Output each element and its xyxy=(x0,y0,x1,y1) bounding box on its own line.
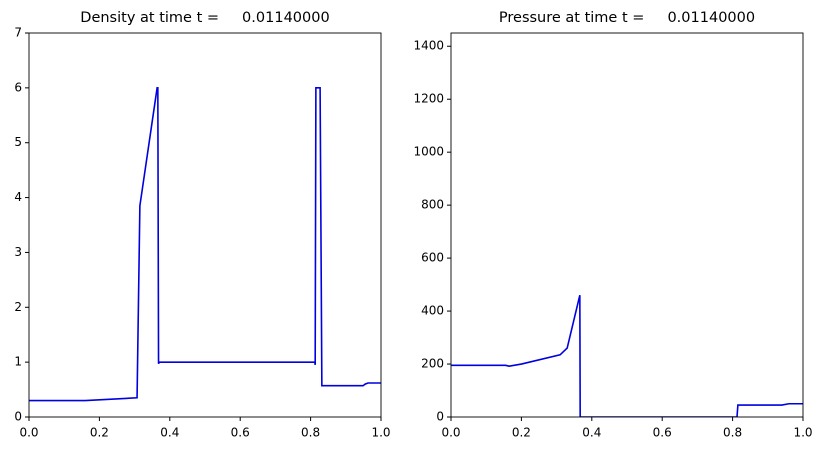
y-tick-label: 600 xyxy=(421,251,444,265)
x-tick-label: 0.0 xyxy=(441,426,460,440)
x-tick-label: 1.0 xyxy=(793,426,812,440)
y-tick-label: 0 xyxy=(436,410,444,424)
axes-frame xyxy=(28,32,382,418)
x-tick-label: 0.8 xyxy=(723,426,742,440)
x-tick-label: 0.4 xyxy=(582,426,601,440)
data-line xyxy=(29,87,381,402)
y-tick-label: 0 xyxy=(14,410,22,424)
data-line xyxy=(451,294,803,417)
y-tick-label: 1200 xyxy=(413,92,444,106)
y-tick-label: 3 xyxy=(14,245,22,259)
y-tick-label: 200 xyxy=(421,357,444,371)
y-tick-label: 7 xyxy=(14,26,22,40)
axes-frame xyxy=(450,32,804,418)
x-tick-label: 0.8 xyxy=(301,426,320,440)
y-tick-label: 4 xyxy=(14,190,22,204)
y-tick-label: 1000 xyxy=(413,145,444,159)
x-tick-label: 0.6 xyxy=(653,426,672,440)
y-tick-label: 2 xyxy=(14,300,22,314)
x-tick-label: 0.4 xyxy=(160,426,179,440)
x-tick-label: 0.2 xyxy=(90,426,109,440)
chart-title: Pressure at time t = 0.01140000 xyxy=(499,10,755,26)
chart-title: Density at time t = 0.01140000 xyxy=(80,10,329,26)
x-tick-label: 0.6 xyxy=(231,426,250,440)
y-tick-label: 1 xyxy=(14,355,22,369)
y-tick-label: 800 xyxy=(421,198,444,212)
y-tick-label: 400 xyxy=(421,304,444,318)
x-tick-label: 1.0 xyxy=(371,426,390,440)
x-tick-label: 0.0 xyxy=(19,426,38,440)
x-tick-label: 0.2 xyxy=(512,426,531,440)
y-tick-label: 1400 xyxy=(413,39,444,53)
y-tick-label: 5 xyxy=(14,135,22,149)
y-tick-label: 6 xyxy=(14,80,22,94)
